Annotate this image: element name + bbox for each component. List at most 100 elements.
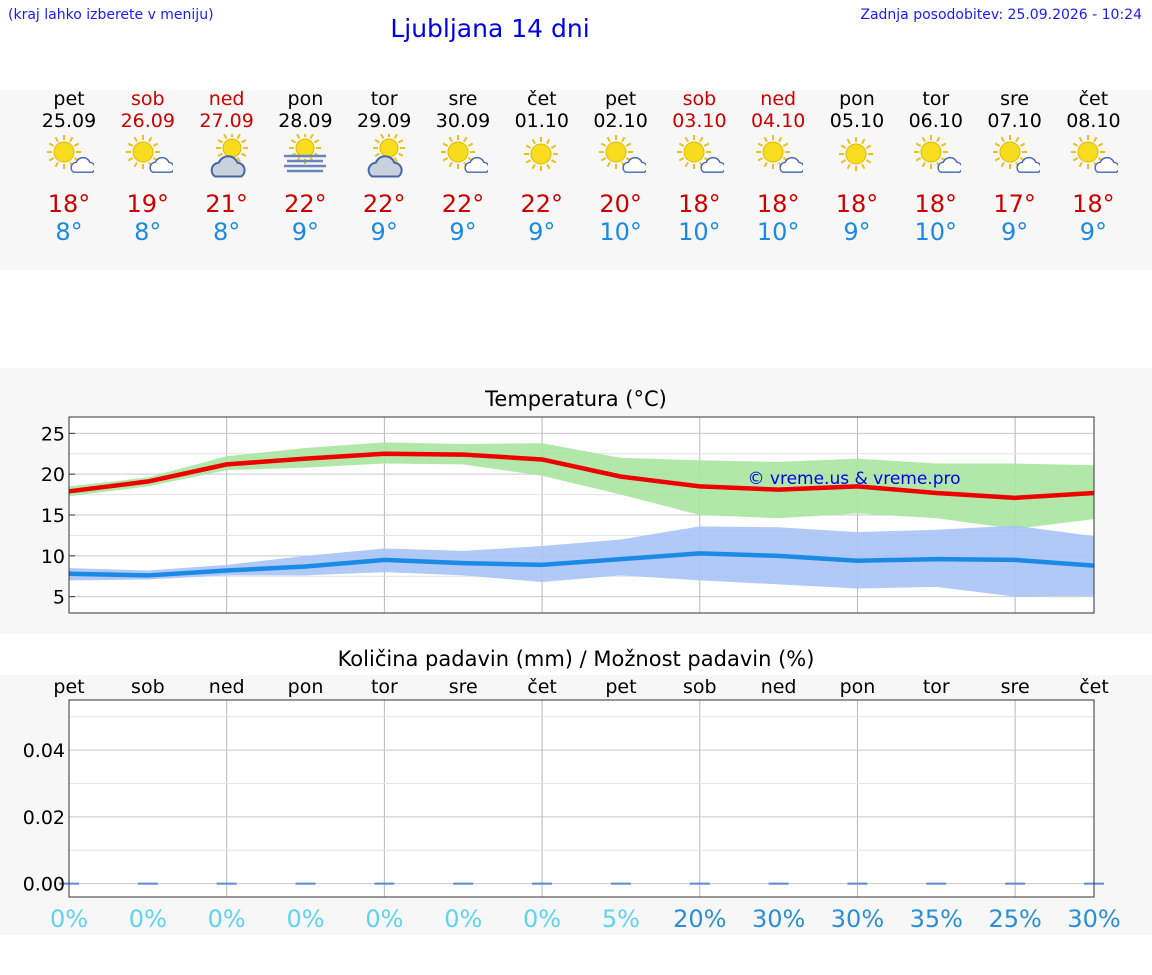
min-temperature: 9°	[370, 218, 398, 246]
day-date: 02.10	[593, 110, 648, 132]
precip-day-label: sob	[131, 676, 165, 698]
page-title: Ljubljana 14 dni	[390, 14, 590, 43]
cloud-sun-weather-icon	[188, 132, 266, 184]
min-temperature: 8°	[212, 218, 241, 246]
min-temperature: 9°	[1079, 218, 1108, 246]
max-range-band	[69, 442, 1094, 529]
day-name: pet	[53, 88, 85, 110]
sun-cloud-weather-icon	[976, 134, 1054, 184]
precip-bar	[689, 882, 710, 885]
day-name: tor	[922, 88, 950, 110]
day-name: pon	[287, 88, 324, 110]
max-temperature: 20°	[599, 190, 642, 218]
precip-probability: 35%	[910, 905, 963, 933]
day-date: 05.10	[829, 110, 885, 132]
day-date: 04.10	[750, 110, 806, 132]
min-temperature: 9°	[449, 218, 477, 246]
sun-cloud-weather-icon	[1054, 134, 1132, 184]
day-name: pon	[839, 88, 875, 110]
max-temperature: 18°	[1072, 190, 1115, 218]
sun-cloud-weather-icon	[739, 134, 817, 184]
day-name: čet	[527, 88, 557, 110]
precip-day-label: ned	[761, 676, 797, 698]
min-temperature-line	[68, 551, 1095, 578]
min-temperature: 8°	[55, 218, 83, 246]
day-column: pon 05.10 18° 9°	[818, 88, 896, 246]
min-temperature: 9°	[291, 218, 320, 246]
location-hint: (kraj lahko izberete v meniju)	[8, 7, 214, 23]
day-date: 08.10	[1066, 110, 1121, 132]
day-name: ned	[208, 88, 245, 110]
min-temperature: 10°	[756, 218, 800, 246]
day-column: čet 08.10 18° 9°	[1054, 88, 1132, 246]
precip-bar	[137, 882, 158, 885]
day-date: 06.10	[908, 110, 963, 132]
day-date: 03.10	[672, 110, 727, 132]
y-tick-label: 0.04	[23, 740, 65, 762]
day-name: ned	[760, 88, 797, 110]
precip-probability: 0%	[365, 905, 403, 933]
plot-area	[69, 700, 1094, 897]
min-temperature: 10°	[678, 218, 721, 246]
y-tick-label: 10	[41, 546, 65, 568]
day-date: 01.10	[514, 110, 569, 132]
precip-probability: 0%	[523, 905, 561, 933]
y-tick-label: 15	[41, 505, 65, 527]
precip-day-label: pet	[53, 676, 84, 698]
plot-frame	[68, 699, 1095, 898]
precip-probability: 30%	[831, 905, 884, 933]
day-column: čet 01.10 22° 9°	[503, 88, 581, 246]
max-temperature: 18°	[835, 190, 879, 218]
sun-cloud-weather-icon	[582, 134, 660, 184]
precip-day-label: ned	[209, 676, 245, 698]
max-temperature: 18°	[47, 190, 91, 218]
sun-cloud-weather-icon	[109, 134, 187, 184]
precip-bar	[768, 882, 789, 885]
max-temperature: 18°	[914, 190, 958, 218]
precip-probability: 25%	[988, 905, 1041, 933]
precip-bar	[295, 882, 316, 885]
sun-cloud-weather-icon	[30, 134, 108, 184]
day-column: pet 25.09 18° 8°	[30, 88, 108, 246]
precip-probability: 0%	[129, 905, 167, 933]
max-temperature: 22°	[520, 190, 564, 218]
min-temperature: 9°	[843, 218, 871, 246]
y-tick-label: 25	[41, 423, 65, 445]
precip-probability: 30%	[752, 905, 805, 933]
day-name: sre	[1000, 88, 1030, 110]
day-column: tor 06.10 18° 10°	[897, 88, 975, 246]
y-tick-label: 20	[41, 464, 65, 486]
day-date: 27.09	[199, 110, 254, 132]
day-name: sob	[682, 88, 717, 110]
precip-bar	[610, 882, 631, 885]
precip-bar	[926, 882, 947, 885]
day-column: tor 29.09 22° 9°	[345, 88, 423, 246]
precip-probability: 0%	[444, 905, 482, 933]
precip-day-label: pon	[840, 676, 876, 698]
day-date: 26.09	[120, 110, 175, 132]
max-temperature: 19°	[126, 190, 170, 218]
sun-cloud-weather-icon	[660, 134, 738, 184]
sun-weather-icon	[503, 134, 581, 184]
sun-weather-icon	[818, 134, 896, 184]
day-date: 07.10	[987, 110, 1042, 132]
max-temperature: 22°	[362, 190, 406, 218]
last-updated: Zadnja posodobitev: 25.09.2026 - 10:24	[860, 7, 1142, 23]
day-name: sre	[448, 88, 478, 110]
precip-probability: 0%	[286, 905, 324, 933]
precip-bar	[216, 882, 237, 885]
day-column: sob 03.10 18° 10°	[660, 88, 738, 246]
precip-day-label: pon	[288, 676, 324, 698]
precip-probability: 20%	[673, 905, 726, 933]
precip-day-label: sre	[449, 676, 478, 698]
max-temperature: 17°	[993, 190, 1036, 218]
day-column: sob 26.09 19° 8°	[109, 88, 187, 246]
min-temperature: 10°	[599, 218, 642, 246]
precip-bar	[453, 882, 474, 885]
temperature-chart: 5 10 15 20 25 © vreme.us & vreme.pro	[41, 416, 1095, 614]
day-date: 30.09	[435, 110, 491, 132]
day-name: tor	[370, 88, 398, 110]
precip-bar	[532, 882, 553, 885]
max-temperature: 22°	[441, 190, 485, 218]
precip-bar	[374, 882, 395, 885]
